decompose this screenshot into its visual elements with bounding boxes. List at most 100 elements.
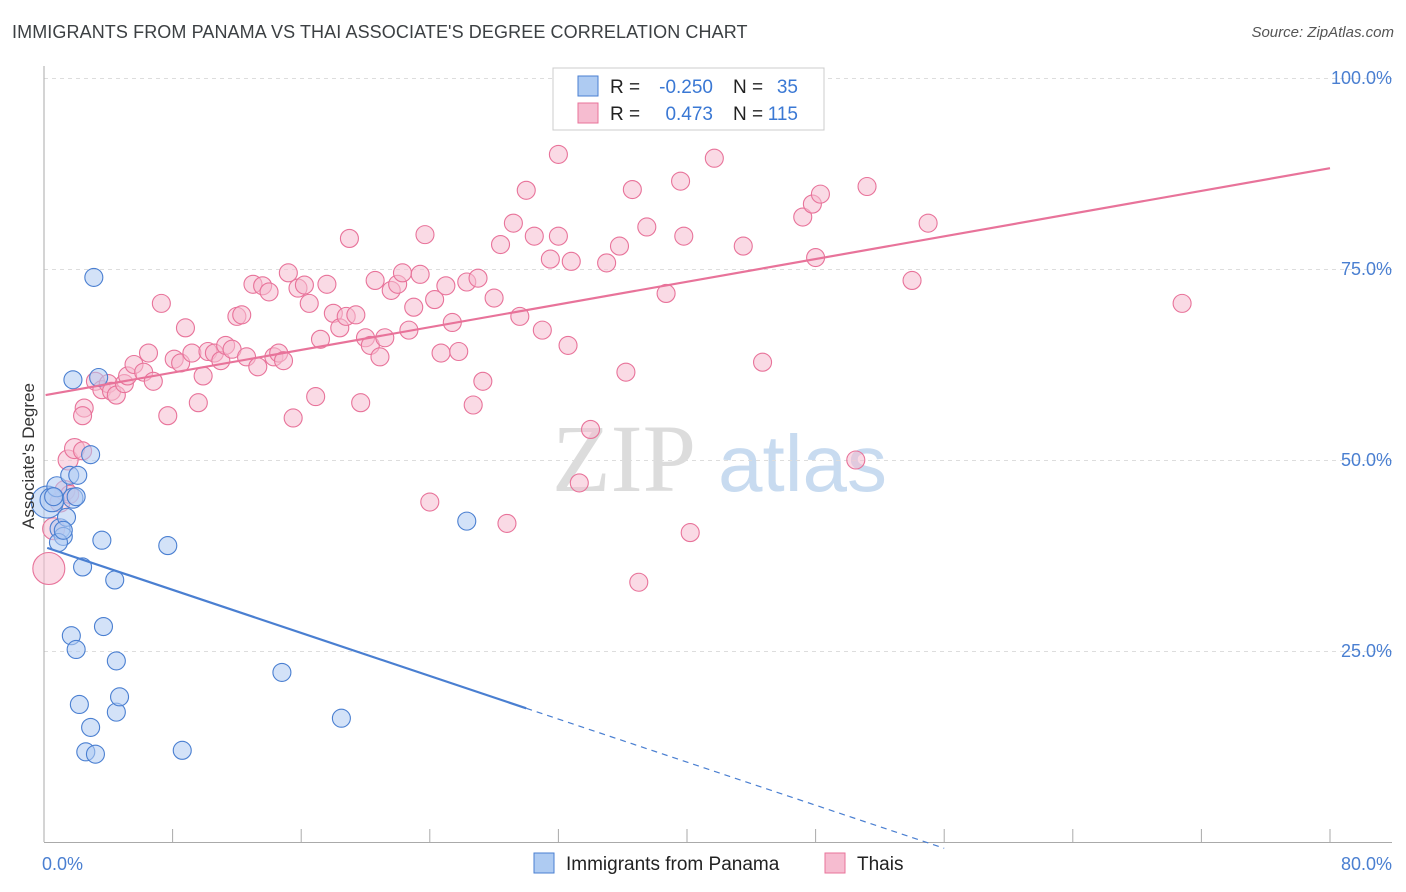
data-point: [81, 445, 101, 465]
data-point: [503, 213, 523, 233]
data-point: [299, 293, 319, 313]
data-point: [524, 226, 544, 246]
legend-r-label-thais: R =: [610, 104, 640, 125]
data-point: [425, 290, 445, 310]
data-point: [629, 572, 649, 592]
data-point: [172, 740, 192, 760]
chart-title: IMMIGRANTS FROM PANAMA VS THAI ASSOCIATE…: [12, 22, 748, 42]
data-point: [272, 662, 292, 682]
axes: [43, 66, 1392, 843]
data-point: [490, 235, 511, 255]
watermark-zip: ZIP: [552, 405, 696, 512]
data-point: [810, 184, 830, 204]
bottom-legend: Immigrants from Panama Thais: [533, 852, 903, 875]
data-point: [283, 408, 303, 428]
data-point: [370, 347, 390, 367]
legend-r-label-panama: R =: [610, 77, 640, 98]
data-point: [232, 305, 252, 325]
x-tick-label: 0.0%: [42, 854, 83, 874]
data-point: [637, 217, 657, 237]
trend-line-panama: [46, 546, 527, 710]
data-point: [248, 357, 268, 377]
data-point: [331, 708, 351, 728]
data-point: [463, 395, 483, 415]
legend-n-label-thais: N =: [733, 104, 763, 125]
data-point: [85, 744, 105, 764]
data-point: [733, 236, 753, 256]
data-point: [66, 487, 86, 507]
data-point: [674, 226, 694, 246]
data-point: [317, 274, 337, 294]
data-point: [569, 473, 589, 493]
legend-swatch-thais: [577, 102, 599, 124]
trend-line-extension-panama: [526, 707, 945, 849]
data-point: [622, 179, 642, 200]
data-point: [53, 520, 73, 540]
series-layer: [30, 144, 1331, 849]
data-point: [580, 419, 601, 439]
y-tick-label: 100.0%: [1331, 68, 1392, 88]
data-point: [151, 293, 171, 313]
data-point: [457, 511, 477, 531]
legend-n-value-panama: 35: [777, 77, 798, 98]
bottom-legend-swatch-thais: [824, 852, 846, 874]
data-point: [484, 288, 504, 308]
data-point: [1172, 293, 1192, 313]
data-point: [415, 225, 435, 245]
y-tick-label: 25.0%: [1341, 641, 1392, 661]
data-point: [110, 687, 130, 707]
y-tick-label: 50.0%: [1341, 450, 1392, 470]
data-point: [902, 270, 922, 291]
data-point: [84, 267, 104, 287]
watermark: ZIP atlas: [552, 405, 887, 512]
data-point: [310, 329, 331, 349]
data-point: [597, 253, 617, 273]
data-point: [63, 370, 83, 390]
data-point: [846, 450, 866, 470]
data-point: [616, 362, 636, 382]
legend-n-label-panama: N =: [733, 77, 763, 98]
legend-swatch-panama: [577, 75, 599, 97]
data-point: [420, 492, 440, 512]
bottom-legend-swatch-panama: [533, 852, 555, 874]
data-point: [32, 551, 66, 586]
data-point: [516, 180, 536, 200]
data-point: [346, 305, 366, 325]
data-point: [671, 171, 691, 191]
data-point: [561, 251, 581, 271]
data-point: [273, 351, 294, 371]
data-point: [73, 406, 93, 426]
data-point: [468, 268, 488, 288]
data-point: [68, 465, 88, 485]
data-point: [540, 249, 560, 269]
data-point: [375, 328, 395, 348]
data-point: [294, 275, 314, 295]
data-point: [278, 263, 298, 283]
data-point: [339, 228, 359, 248]
data-point: [259, 282, 279, 302]
data-point: [558, 335, 578, 355]
data-point: [793, 207, 813, 227]
data-point: [548, 226, 568, 246]
data-point: [532, 320, 552, 340]
data-point: [106, 651, 126, 671]
data-point: [609, 236, 630, 256]
source-label: Source: ZipAtlas.com: [1251, 24, 1394, 41]
data-point: [66, 639, 86, 660]
bottom-legend-label-thais: Thais: [857, 854, 903, 875]
data-point: [392, 263, 413, 283]
data-point: [497, 513, 517, 533]
data-point: [410, 264, 430, 284]
x-tick-label: 80.0%: [1341, 854, 1392, 874]
legend-r-value-thais: 0.473: [665, 104, 713, 125]
data-point: [753, 352, 773, 372]
data-point: [81, 717, 101, 737]
tick-labels: 25.0% 50.0% 75.0% 100.0% 0.0% 80.0%: [42, 68, 1392, 874]
series-thais: [32, 144, 1192, 592]
data-point: [436, 276, 456, 296]
data-point: [306, 387, 326, 407]
legend-box: R = -0.250 N = 35 R = 0.473 N = 115: [552, 67, 825, 131]
data-point: [431, 343, 451, 363]
data-point: [182, 343, 202, 363]
